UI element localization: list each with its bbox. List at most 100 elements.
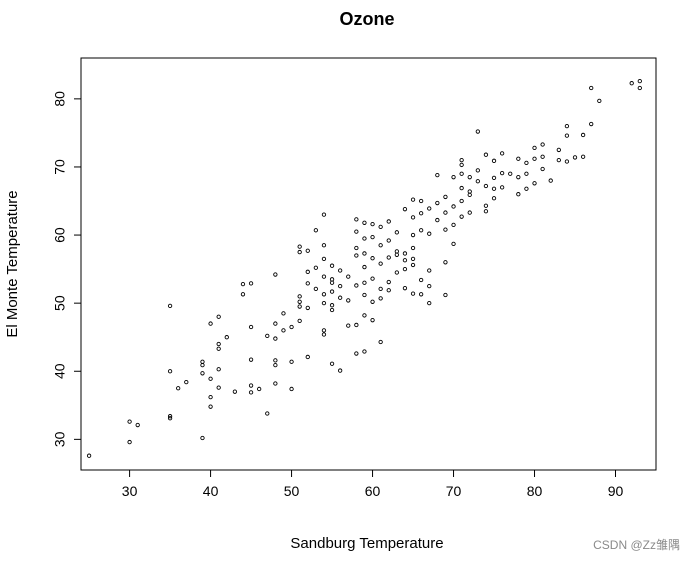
data-point (313, 286, 319, 292)
data-point (589, 121, 594, 127)
data-point (418, 228, 424, 233)
data-point (443, 210, 448, 215)
data-point (297, 304, 302, 309)
data-point (362, 313, 367, 318)
y-tick-label-40: 40 (52, 363, 68, 379)
data-point (394, 249, 399, 254)
data-point (281, 311, 286, 316)
data-point (167, 303, 173, 309)
data-point (338, 283, 343, 289)
data-point (418, 198, 424, 204)
data-point (467, 189, 472, 194)
data-point (208, 376, 213, 381)
data-point (402, 286, 408, 291)
data-point (265, 411, 270, 416)
chart-title: Ozone (339, 9, 394, 29)
data-point (524, 171, 529, 176)
data-point (451, 241, 456, 247)
data-point (305, 269, 310, 274)
data-point (297, 244, 302, 249)
data-point (402, 251, 408, 256)
data-point (273, 362, 278, 368)
data-point (216, 367, 221, 372)
data-point (418, 277, 424, 283)
data-point (459, 198, 464, 204)
data-points (86, 79, 642, 458)
data-point (483, 203, 489, 208)
data-point (418, 211, 424, 216)
data-point (289, 324, 294, 330)
data-point (370, 318, 375, 323)
data-point (297, 299, 302, 304)
y-tick-label-80: 80 (52, 91, 68, 107)
x-tick-label-40: 40 (203, 483, 219, 499)
data-point (362, 292, 367, 298)
data-point (443, 194, 448, 200)
y-axis: 30 40 50 60 70 80 (52, 91, 81, 447)
data-point (289, 386, 294, 392)
data-point (410, 215, 416, 220)
data-point (451, 222, 456, 227)
watermark-text: CSDN @Zz雏隅 (593, 537, 680, 552)
data-point (427, 301, 432, 306)
data-point (127, 419, 132, 424)
y-axis-label: El Monte Temperature (4, 190, 21, 337)
data-point (257, 386, 262, 392)
data-point (499, 170, 505, 176)
data-point (532, 145, 537, 151)
data-point (273, 336, 278, 341)
data-point (467, 192, 472, 198)
data-point (346, 298, 351, 303)
data-point (329, 361, 335, 366)
data-point (305, 305, 310, 311)
data-point (483, 183, 489, 189)
data-point (240, 292, 246, 297)
data-point (386, 279, 391, 285)
data-point (402, 258, 408, 263)
data-point (354, 283, 359, 288)
data-point (354, 229, 359, 234)
data-point (232, 389, 238, 394)
data-point (346, 274, 351, 279)
y-tick-label-60: 60 (52, 227, 68, 243)
data-point (451, 175, 456, 180)
data-point (273, 358, 278, 363)
data-point (362, 236, 367, 241)
data-point (273, 381, 278, 386)
x-tick-label-50: 50 (284, 483, 300, 499)
data-point (483, 152, 489, 157)
data-point (637, 79, 642, 84)
data-point (467, 210, 472, 215)
data-point (216, 346, 221, 351)
data-point (281, 328, 286, 333)
data-point (200, 371, 205, 376)
x-axis: 30 40 50 60 70 80 90 (122, 470, 624, 499)
data-point (184, 380, 189, 385)
data-point (354, 351, 359, 356)
data-point (321, 301, 327, 306)
data-point (305, 281, 310, 286)
data-point (410, 245, 416, 251)
data-point (491, 196, 497, 201)
data-point (354, 322, 359, 328)
data-point (321, 292, 327, 297)
data-point (248, 357, 254, 362)
data-point (499, 185, 505, 190)
data-point (248, 281, 254, 286)
data-point (532, 181, 537, 186)
data-point (491, 158, 497, 163)
data-point (208, 404, 213, 409)
data-point (200, 435, 205, 441)
data-point (297, 318, 302, 324)
data-point (540, 142, 545, 147)
data-point (386, 238, 391, 243)
data-point (378, 224, 383, 230)
data-point (378, 286, 383, 292)
data-point (321, 274, 327, 279)
data-point (362, 264, 367, 270)
data-point (491, 175, 497, 181)
data-point (427, 206, 432, 211)
data-point (216, 385, 221, 390)
data-point (321, 332, 327, 337)
